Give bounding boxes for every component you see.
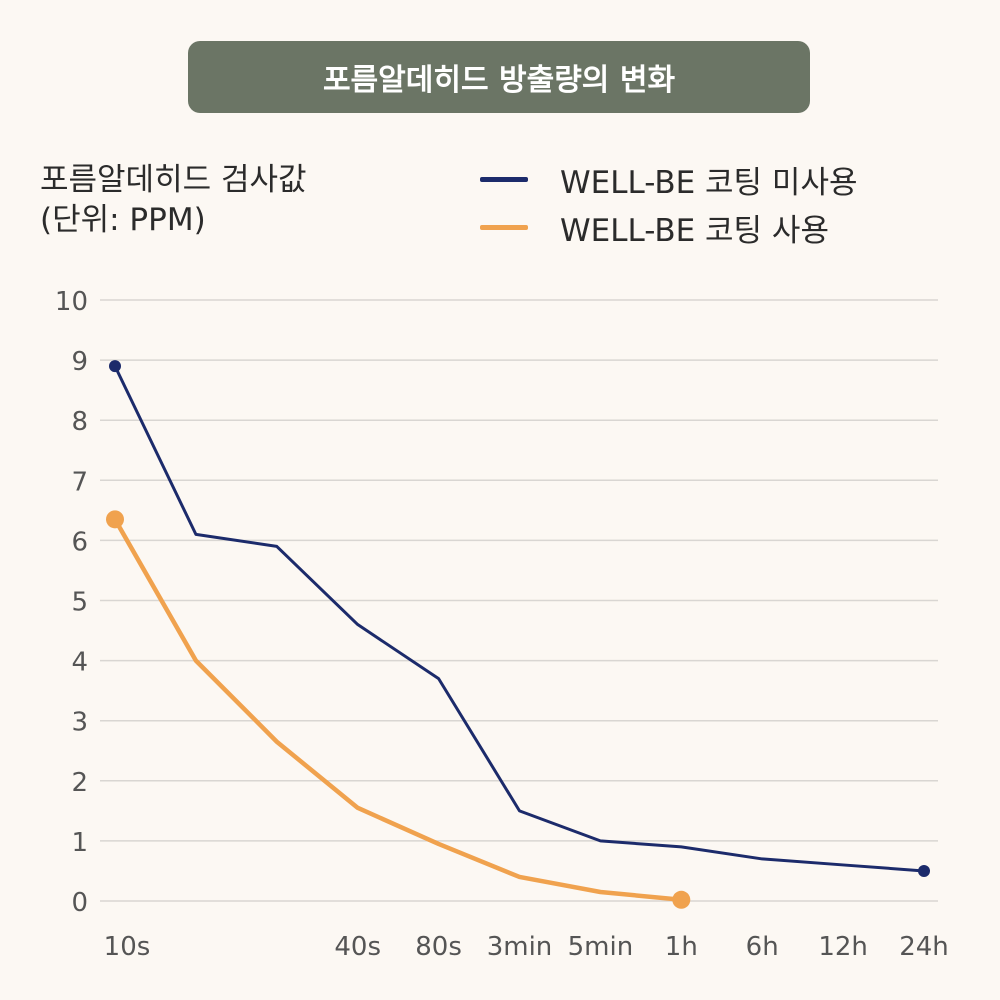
series-0-point: [918, 864, 930, 877]
y-tick-label: 3: [71, 708, 88, 738]
y-axis-label-line-2: (단위: PPM): [40, 202, 206, 238]
legend-swatch-uncoated: [480, 176, 528, 182]
legend-label-uncoated: WELL-BE 코팅 미사용: [560, 164, 858, 201]
legend-item-coated: WELL-BE 코팅 사용: [480, 203, 857, 251]
y-tick-label: 5: [71, 588, 88, 618]
series-0-point: [109, 360, 121, 373]
legend-label-coated: WELL-BE 코팅 사용: [560, 212, 829, 249]
y-tick-label: 0: [71, 888, 88, 918]
x-tick-label: 24h: [899, 932, 949, 962]
series-1-point: [106, 510, 124, 529]
legend-item-uncoated: WELL-BE 코팅 미사용: [480, 155, 857, 203]
y-axis-label-line-1: 포름알데히드 검사값: [40, 162, 307, 198]
legend-swatch-coated: [480, 224, 528, 230]
y-tick-label: 10: [55, 287, 88, 317]
x-tick-label: 5min: [568, 932, 634, 962]
y-tick-label: 7: [71, 467, 88, 497]
y-tick-label: 4: [71, 648, 88, 678]
y-tick-label: 6: [71, 527, 88, 557]
series-1-point: [672, 890, 691, 909]
x-tick-label: 12h: [818, 932, 868, 962]
y-tick-label: 9: [71, 347, 88, 377]
series-line-1: [112, 517, 684, 903]
y-tick-label: 8: [71, 407, 88, 437]
y-tick-label: 2: [71, 768, 88, 798]
x-tick-label: 40s: [334, 932, 381, 962]
x-tick-label: 6h: [746, 932, 779, 962]
y-axis-label: 포름알데히드 검사값 (단위: PPM): [40, 160, 307, 240]
chart-title: 포름알데히드 방출량의 변화: [188, 41, 810, 113]
x-tick-label: 10s: [104, 932, 151, 962]
legend: WELL-BE 코팅 미사용 WELL-BE 코팅 사용: [480, 155, 857, 251]
y-tick-label: 1: [71, 828, 88, 858]
x-tick-label: 1h: [665, 932, 698, 962]
series-line-0: [113, 364, 926, 873]
x-tick-label: 3min: [487, 932, 553, 962]
x-tick-label: 80s: [415, 932, 462, 962]
